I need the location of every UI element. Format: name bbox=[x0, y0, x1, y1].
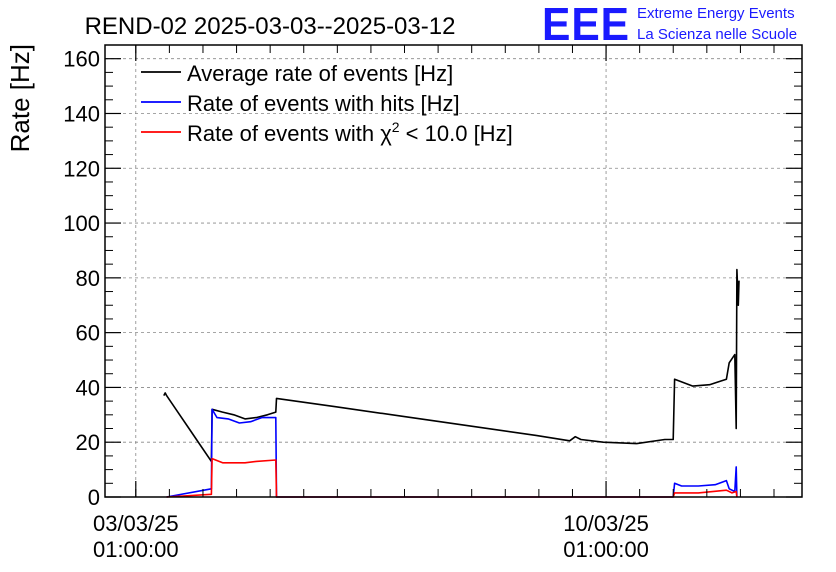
x-tick-label-date: 10/03/25 bbox=[563, 511, 649, 536]
y-tick-label: 140 bbox=[63, 101, 100, 126]
plot-frame bbox=[104, 44, 803, 498]
eee-logo: EEE Extreme Energy Events La Scienza nel… bbox=[542, 0, 797, 50]
y-tick-label: 0 bbox=[88, 485, 100, 510]
y-tick-label: 160 bbox=[63, 47, 100, 72]
chart-title: REND-02 2025-03-03--2025-03-12 bbox=[85, 13, 456, 40]
legend-label-main: Rate of events with hits [Hz] bbox=[187, 91, 460, 116]
legend-label-0: Average rate of events [Hz] bbox=[187, 61, 453, 86]
grid-lines bbox=[105, 45, 802, 497]
legend-label-main: Average rate of events [Hz] bbox=[187, 61, 453, 86]
y-tick-label: 80 bbox=[76, 266, 100, 291]
x-tick-label-time: 01:00:00 bbox=[93, 537, 179, 562]
logo-line-1: Extreme Energy Events bbox=[637, 5, 795, 22]
legend-label-main: Rate of events with χ bbox=[187, 121, 392, 146]
logo-mark: EEE bbox=[542, 0, 630, 50]
logo-line-2: La Scienza nelle Scuole bbox=[637, 26, 797, 43]
y-tick-label: 120 bbox=[63, 156, 100, 181]
legend-label-tail: < 10.0 [Hz] bbox=[400, 121, 513, 146]
y-tick-label: 20 bbox=[76, 430, 100, 455]
y-axis-label: Rate [Hz] bbox=[5, 44, 35, 152]
x-tick-label-time: 01:00:00 bbox=[563, 537, 649, 562]
legend-label-2: Rate of events with χ2 < 10.0 [Hz] bbox=[187, 119, 513, 146]
y-tick-label: 40 bbox=[76, 375, 100, 400]
series-line-2 bbox=[166, 457, 738, 498]
legend-label-superscript: 2 bbox=[392, 119, 400, 135]
y-tick-label: 60 bbox=[76, 321, 100, 346]
y-tick-label: 100 bbox=[63, 211, 100, 236]
y-axis: 0 20 40 60 80 100 120 140 160 bbox=[63, 44, 802, 510]
legend: Average rate of events [Hz] Rate of event… bbox=[141, 61, 513, 146]
legend-label-1: Rate of events with hits [Hz] bbox=[187, 91, 460, 116]
x-tick-label-date: 03/03/25 bbox=[93, 511, 179, 536]
